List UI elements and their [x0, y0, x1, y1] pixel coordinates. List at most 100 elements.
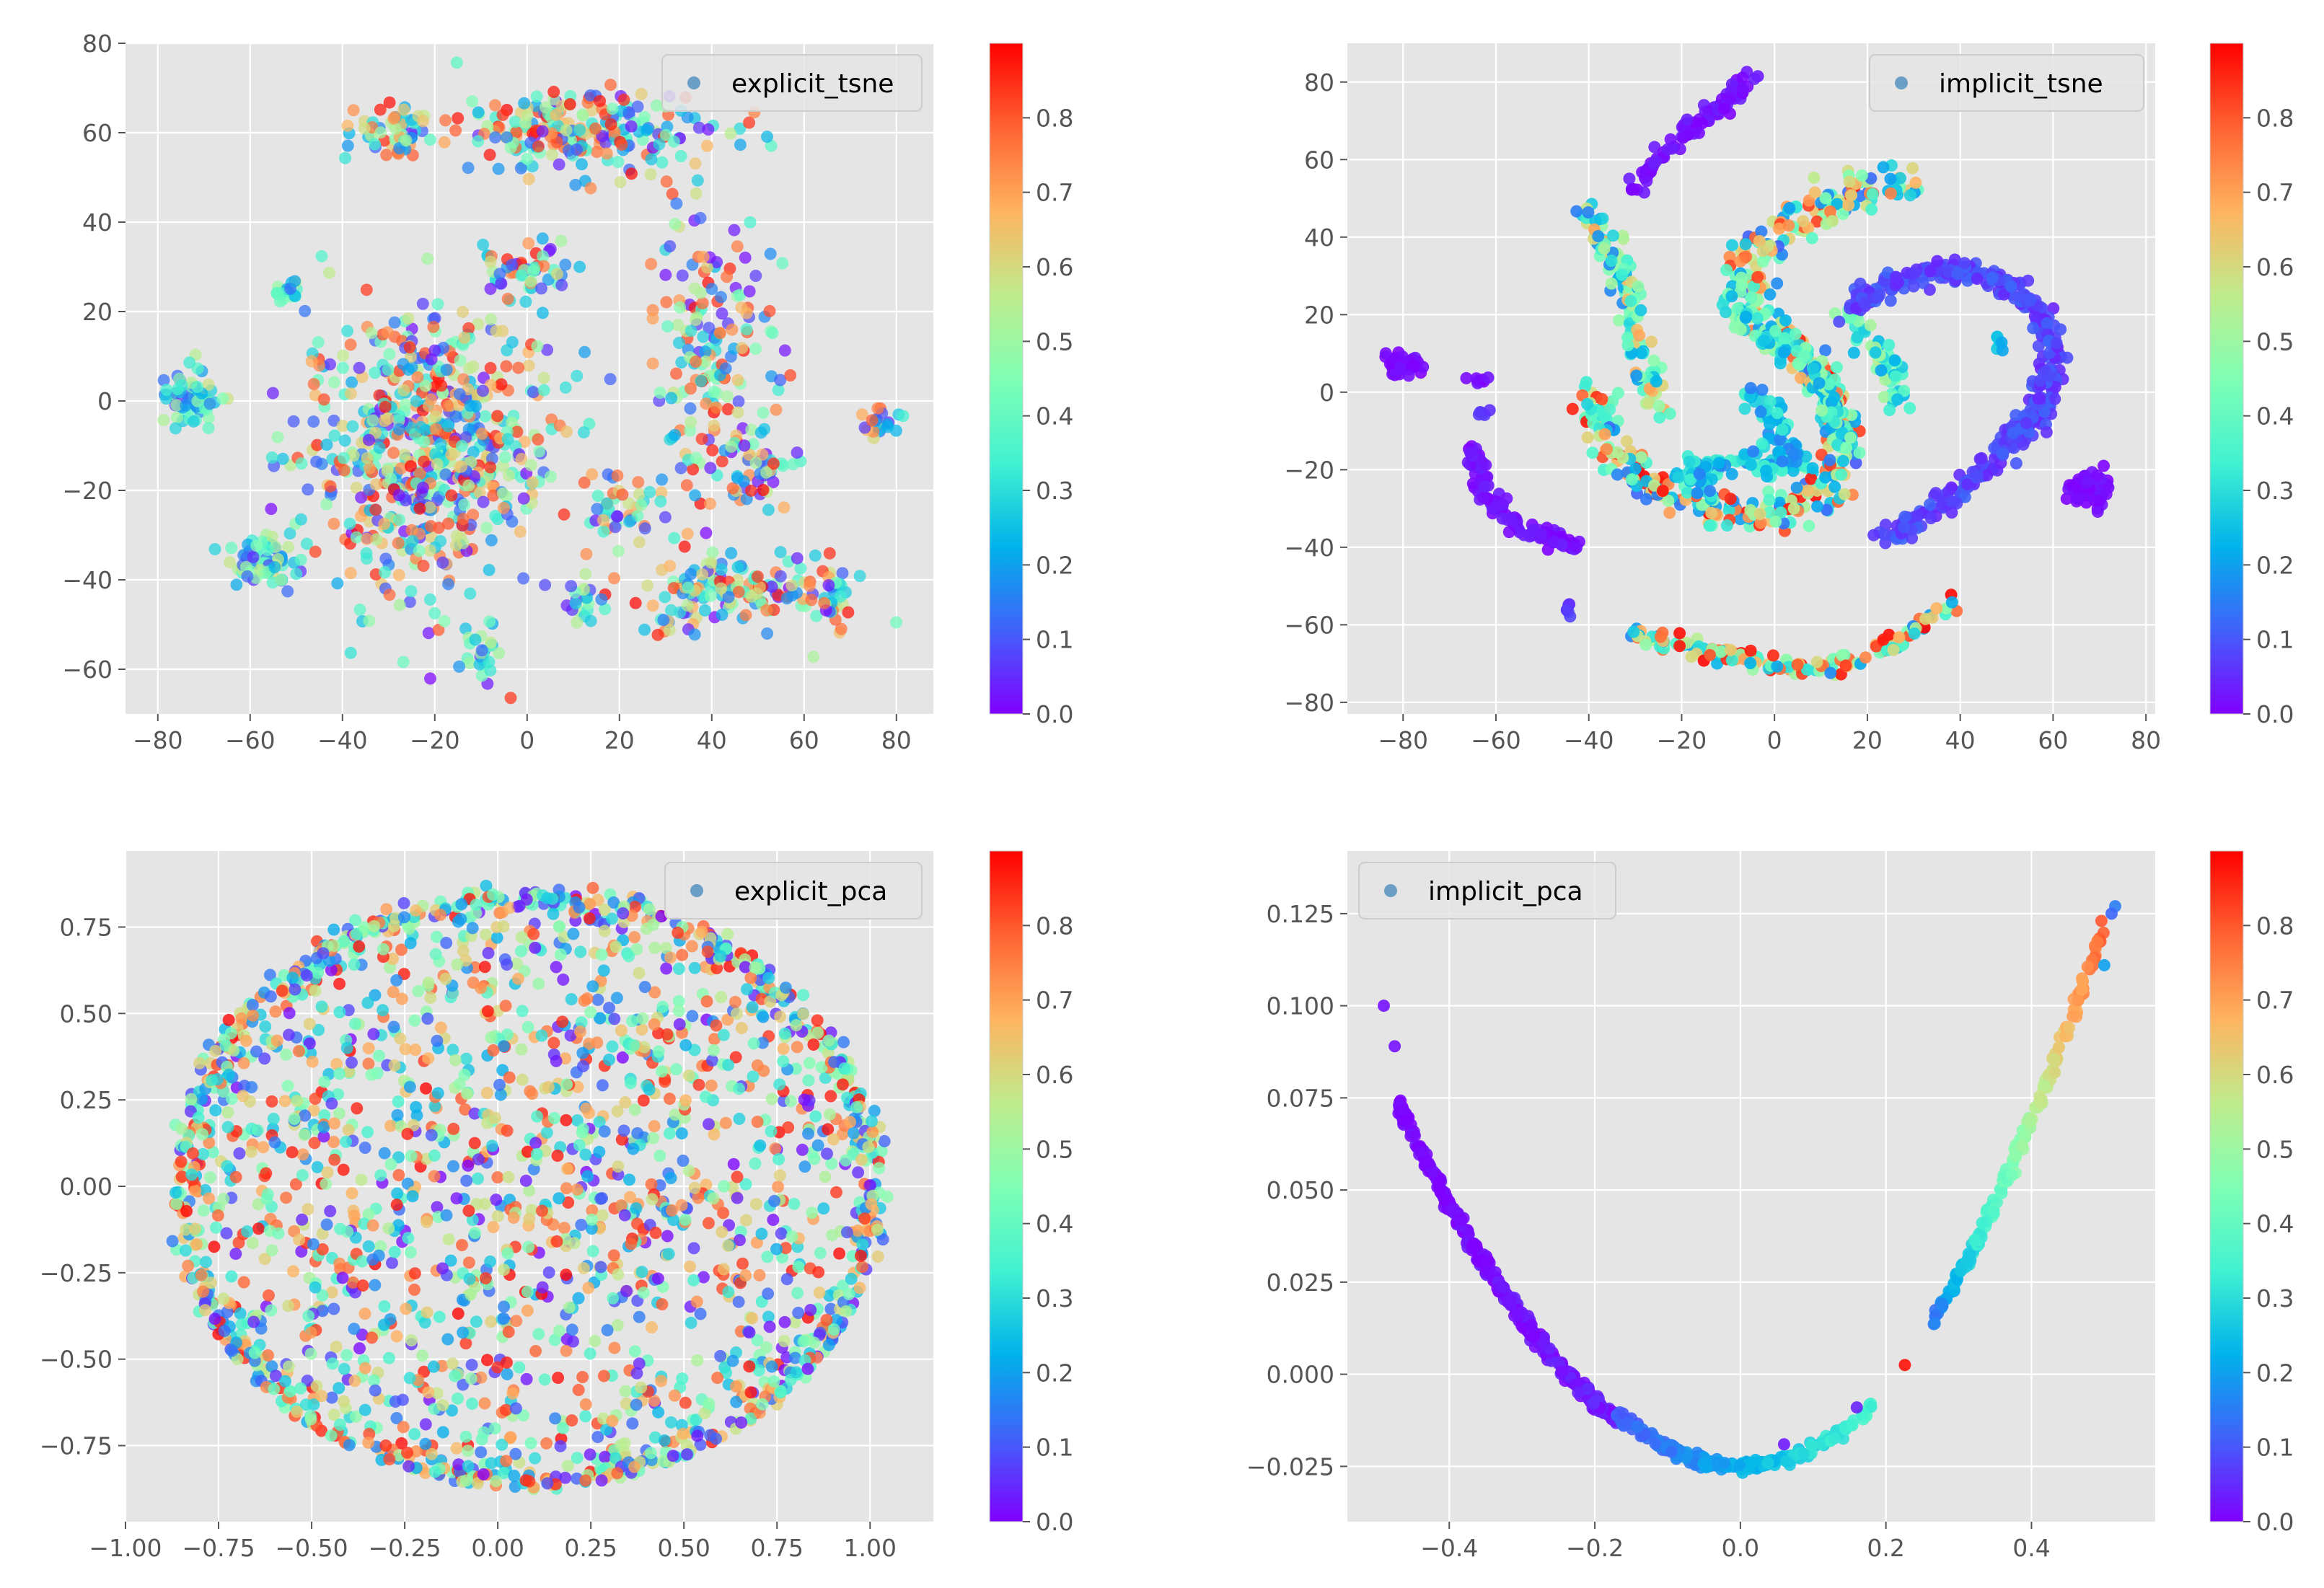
scatter-point [457, 306, 469, 318]
scatter-point [527, 386, 540, 399]
scatter-point [197, 1204, 210, 1217]
scatter-point [1883, 404, 1896, 417]
scatter-point [555, 278, 568, 291]
scatter-point [480, 521, 493, 534]
scatter-point [1783, 202, 1796, 215]
scatter-point [2091, 506, 2104, 518]
scatter-point [1603, 403, 1616, 416]
scatter-point [1919, 612, 1932, 625]
scatter-point [358, 1307, 371, 1320]
scatter-point [1505, 512, 1518, 524]
scatter-point [2010, 409, 2023, 422]
scatter-point [1859, 651, 1872, 664]
scatter-point [366, 1331, 378, 1344]
scatter-point [654, 495, 667, 508]
colorbar-tick-label: 0.0 [1036, 700, 1073, 728]
scatter-point [791, 552, 804, 565]
scatter-point [1624, 294, 1637, 307]
scatter-point [536, 306, 549, 319]
scatter-point [340, 1041, 353, 1054]
scatter-point [616, 488, 629, 501]
scatter-point [501, 293, 514, 305]
scatter-point [1893, 631, 1906, 644]
scatter-point [428, 344, 441, 357]
scatter-point [263, 1289, 275, 1302]
scatter-point [237, 1090, 250, 1103]
scatter-point [545, 127, 558, 140]
scatter-point [579, 568, 592, 581]
scatter-point [1754, 405, 1767, 418]
scatter-point [439, 972, 452, 985]
scatter-point [225, 542, 238, 555]
scatter-point [689, 489, 702, 502]
y-tick-label: −40 [1284, 534, 1334, 562]
scatter-point [397, 384, 410, 397]
scatter-point [1647, 354, 1660, 367]
scatter-point [275, 573, 288, 586]
scatter-point [1945, 506, 1958, 519]
scatter-point [429, 410, 442, 423]
scatter-point [581, 1170, 594, 1183]
scatter-point [202, 411, 215, 424]
scatter-point [465, 1359, 478, 1372]
scatter-point [378, 518, 391, 530]
scatter-point [462, 322, 475, 335]
scatter-point [696, 296, 709, 309]
scatter-point [493, 1078, 506, 1091]
scatter-point [584, 89, 597, 102]
scatter-point [584, 182, 597, 195]
scatter-point [492, 162, 505, 175]
scatter-point [1826, 215, 1839, 228]
scatter-point [387, 1020, 400, 1033]
scatter-point [724, 127, 737, 140]
scatter-point [608, 572, 620, 585]
scatter-point [721, 927, 734, 940]
scatter-point [1898, 521, 1911, 534]
scatter-point [287, 1265, 300, 1278]
y-tick-label: −60 [62, 656, 113, 684]
scatter-point [356, 1279, 369, 1292]
scatter-point [565, 1414, 578, 1427]
scatter-point [452, 1307, 465, 1320]
scatter-point [744, 216, 757, 229]
scatter-point [358, 1142, 371, 1154]
scatter-point [1884, 172, 1897, 185]
scatter-point [307, 378, 320, 391]
scatter-point [487, 489, 500, 502]
scatter-point [496, 488, 509, 500]
scatter-point [855, 408, 868, 421]
scatter-point [440, 1209, 453, 1222]
scatter-point [610, 992, 623, 1005]
scatter-point [573, 260, 586, 273]
legend[interactable]: explicit_tsne [661, 54, 923, 112]
scatter-point [1776, 423, 1789, 436]
scatter-point [513, 1361, 526, 1374]
scatter-point [261, 544, 274, 556]
scatter-point [388, 1059, 401, 1072]
scatter-point [1725, 654, 1738, 667]
scatter-point [320, 1218, 333, 1231]
scatter-point [780, 1273, 793, 1286]
scatter-point [1908, 627, 1921, 640]
scatter-point [819, 1170, 832, 1183]
scatter-point [501, 1247, 514, 1260]
legend[interactable]: implicit_tsne [1869, 54, 2144, 112]
scatter-point [379, 400, 392, 413]
scatter-point [1885, 187, 1897, 200]
scatter-point [452, 112, 465, 125]
scatter-point [772, 1181, 785, 1194]
scatter-point [438, 615, 451, 627]
scatter-point [775, 1227, 788, 1240]
scatter-point [1995, 336, 2008, 349]
subplot-implicit-tsne: −80 −60 −40 −20 0 20 40 60 80 −80−60−40−20020406… [1284, 43, 2294, 754]
scatter-point [626, 1417, 639, 1430]
scatter-point [1782, 219, 1795, 232]
scatter-point [571, 616, 584, 629]
scatter-point [509, 115, 521, 128]
scatter-point [596, 1079, 609, 1092]
scatter-point [453, 388, 466, 401]
scatter-point [1740, 250, 1753, 263]
scatter-point [312, 336, 325, 349]
scatter-point [680, 479, 693, 492]
scatter-point [481, 1005, 494, 1018]
